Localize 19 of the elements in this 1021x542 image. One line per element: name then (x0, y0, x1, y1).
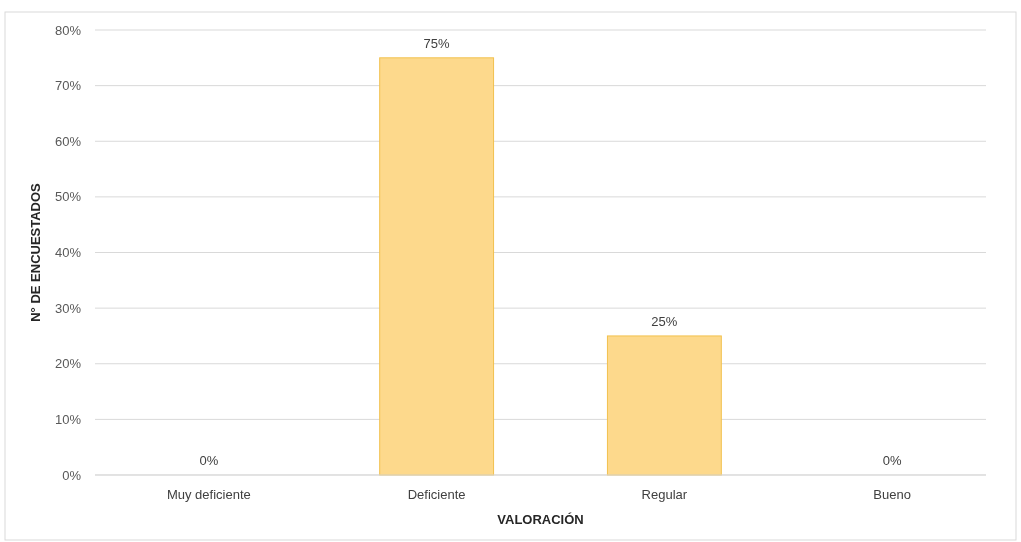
y-tick-label: 50% (54, 189, 82, 205)
y-tick-label: 0% (62, 467, 82, 483)
data-label: 75% (423, 35, 451, 51)
x-axis-title: VALORACIÓN (497, 512, 584, 527)
x-tick-label: Regular (641, 487, 688, 502)
y-axis-title: N° DE ENCUESTADOS (28, 182, 43, 322)
y-tick-label: 70% (54, 78, 82, 94)
y-tick-label: 20% (54, 356, 82, 372)
data-label: 0% (882, 453, 902, 468)
data-label: 0% (199, 453, 219, 468)
y-tick-label: 80% (54, 22, 82, 38)
y-tick-label: 60% (54, 133, 82, 149)
x-tick-label: Bueno (873, 487, 911, 502)
y-tick-label: 30% (54, 300, 82, 316)
data-label: 25% (651, 313, 678, 329)
x-tick-label: Muy deficiente (166, 487, 251, 502)
y-tick-label: 40% (54, 245, 82, 261)
x-tick-label: Deficiente (407, 487, 466, 502)
y-tick-label: 10% (54, 411, 82, 427)
